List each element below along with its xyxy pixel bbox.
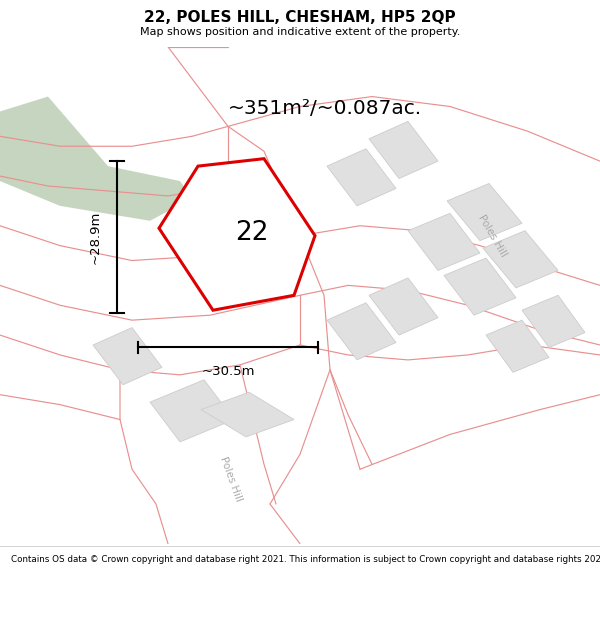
Polygon shape bbox=[486, 320, 549, 372]
Polygon shape bbox=[159, 159, 315, 310]
Polygon shape bbox=[444, 258, 516, 315]
Text: 22, POLES HILL, CHESHAM, HP5 2QP: 22, POLES HILL, CHESHAM, HP5 2QP bbox=[144, 10, 456, 25]
Polygon shape bbox=[0, 96, 192, 221]
Polygon shape bbox=[327, 302, 396, 360]
Polygon shape bbox=[93, 328, 162, 385]
Polygon shape bbox=[369, 121, 438, 179]
Polygon shape bbox=[150, 380, 234, 442]
Text: Contains OS data © Crown copyright and database right 2021. This information is : Contains OS data © Crown copyright and d… bbox=[11, 555, 600, 564]
Polygon shape bbox=[522, 295, 585, 348]
Polygon shape bbox=[483, 231, 558, 288]
Text: Map shows position and indicative extent of the property.: Map shows position and indicative extent… bbox=[140, 26, 460, 36]
Text: Poles Hill: Poles Hill bbox=[476, 213, 508, 259]
Text: ~28.9m: ~28.9m bbox=[89, 210, 102, 264]
Text: 22: 22 bbox=[235, 220, 269, 246]
Text: ~30.5m: ~30.5m bbox=[201, 365, 255, 378]
Polygon shape bbox=[369, 278, 438, 335]
Polygon shape bbox=[327, 149, 396, 206]
Text: ~351m²/~0.087ac.: ~351m²/~0.087ac. bbox=[228, 99, 422, 119]
Polygon shape bbox=[408, 213, 480, 271]
Text: Poles Hill: Poles Hill bbox=[218, 455, 244, 503]
Polygon shape bbox=[201, 392, 294, 437]
Polygon shape bbox=[447, 184, 522, 241]
